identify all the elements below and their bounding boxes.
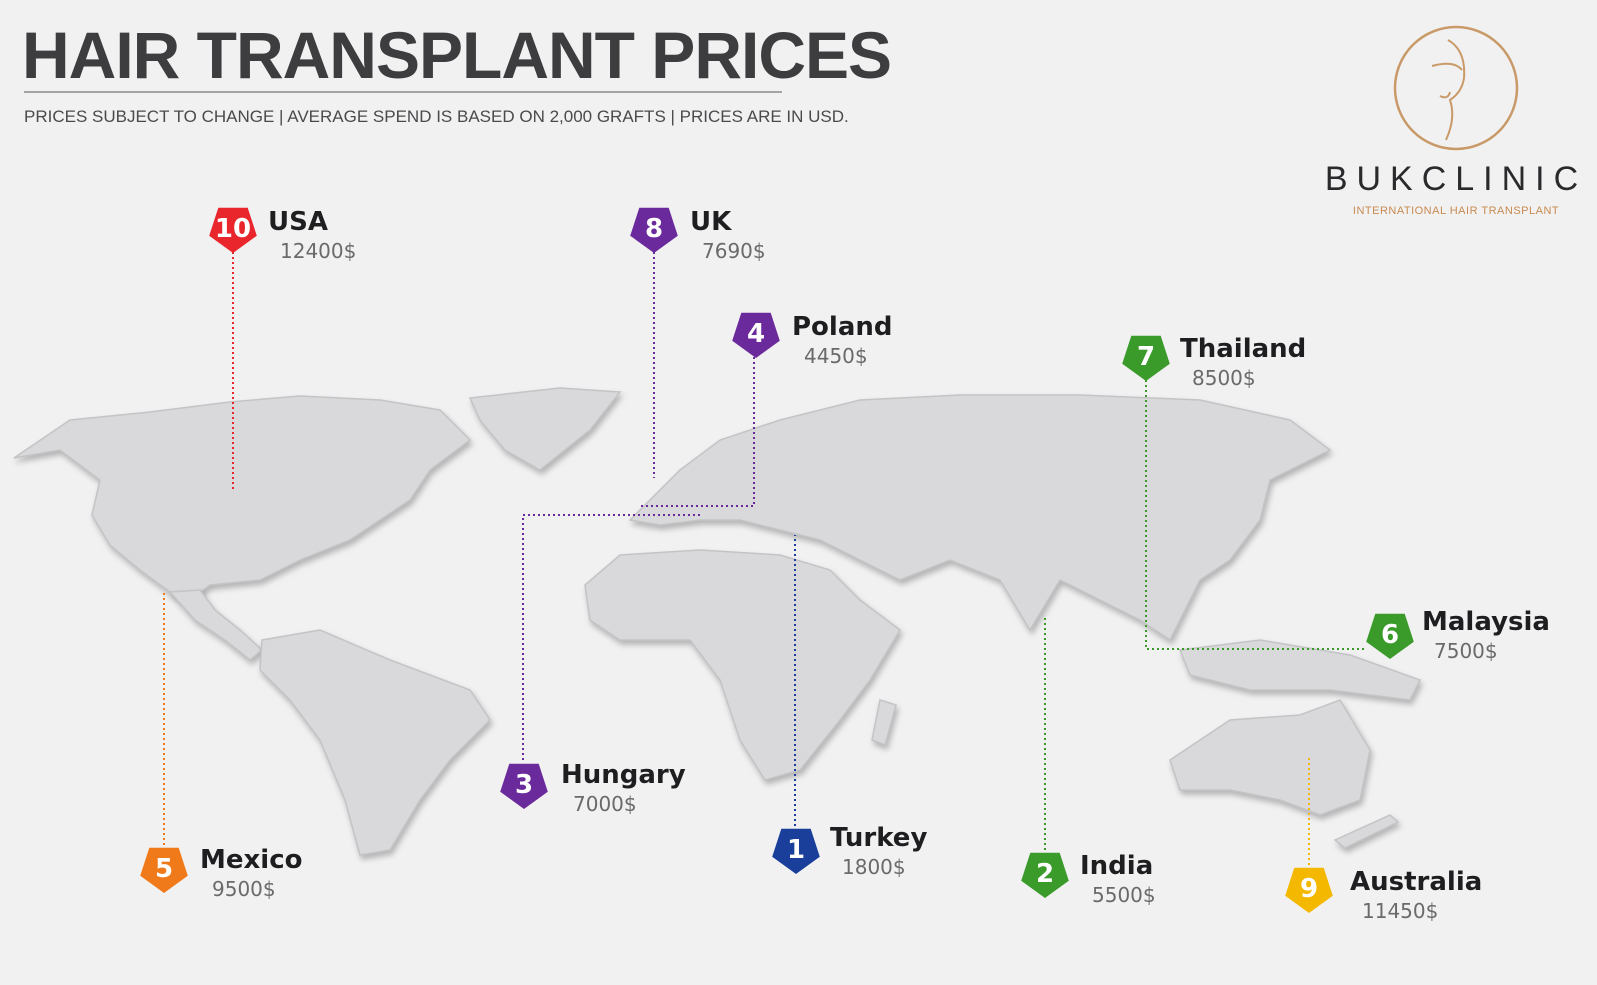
country-price: 7690$ [702,239,766,263]
country-name: Mexico [200,845,302,875]
country-name: UK [690,207,732,237]
rank-number: 6 [1381,620,1399,650]
rank-badge [630,207,678,253]
rank-number: 1 [787,835,805,865]
country-name: Turkey [830,823,927,853]
rank-badge [1021,852,1069,898]
country-price: 7000$ [573,792,637,816]
rank-number: 5 [155,854,173,884]
country-price: 11450$ [1362,899,1438,923]
madagascar [871,699,897,746]
rank-badge [732,312,780,358]
logo: BUKCLINIC INTERNATIONAL HAIR TRANSPLANT [1325,25,1587,217]
logo-tagline: INTERNATIONAL HAIR TRANSPLANT [1353,205,1559,217]
rank-badge [500,763,548,809]
country-name: Poland [792,312,893,342]
country-price: 4450$ [804,344,868,368]
country-price: 7500$ [1434,639,1498,663]
world-map [13,387,1422,856]
australia [1169,699,1371,816]
new-zealand [1333,814,1400,849]
central-america [168,589,264,661]
logo-face [1431,39,1466,141]
southeast-asia-islands [1178,639,1422,701]
country-price: 9500$ [212,877,276,901]
south-america [259,629,491,856]
country-name: USA [268,207,328,237]
leader-line [522,514,700,760]
rank-number: 7 [1137,342,1155,372]
subtitle: PRICES SUBJECT TO CHANGE | AVERAGE SPEND… [24,107,849,126]
country-price: 12400$ [280,239,356,263]
title: HAIR TRANSPLANT PRICES [22,18,891,92]
rank-number: 4 [747,319,765,349]
country-name: Australia [1350,867,1482,897]
europe-asia [628,394,1332,642]
rank-badge [1285,867,1333,913]
country-name: Malaysia [1422,607,1550,637]
rank-number: 9 [1300,874,1318,904]
rank-badge [140,847,188,893]
greenland [468,387,622,471]
rank-number: 2 [1036,859,1054,889]
logo-ring [1393,25,1519,151]
north-america [13,395,472,601]
country-name: India [1080,851,1153,881]
rank-badge [1122,335,1170,381]
rank-number: 3 [515,770,533,800]
africa [584,549,901,781]
rank-badge [1366,613,1414,659]
rank-badge [772,828,820,874]
country-name: Thailand [1180,334,1306,364]
rank-number: 10 [215,214,251,244]
country-price: 1800$ [842,855,906,879]
country-price: 8500$ [1192,366,1256,390]
rank-number: 8 [645,214,663,244]
logo-name: BUKCLINIC [1325,160,1587,198]
leader-line [640,357,755,507]
rank-badge [209,207,257,253]
country-name: Hungary [561,760,686,790]
country-price: 5500$ [1092,883,1156,907]
